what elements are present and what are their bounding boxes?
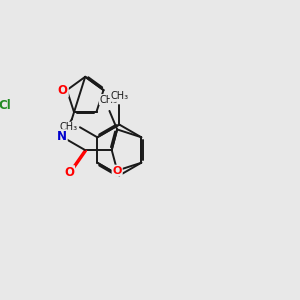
Text: CH₃: CH₃ [59,122,77,132]
Text: N: N [57,130,67,143]
Text: CH₃: CH₃ [110,91,128,101]
Text: O: O [64,166,74,179]
Text: O: O [58,84,68,97]
Text: Cl: Cl [0,99,11,112]
Text: O: O [112,166,122,176]
Text: CH₃: CH₃ [99,94,118,104]
